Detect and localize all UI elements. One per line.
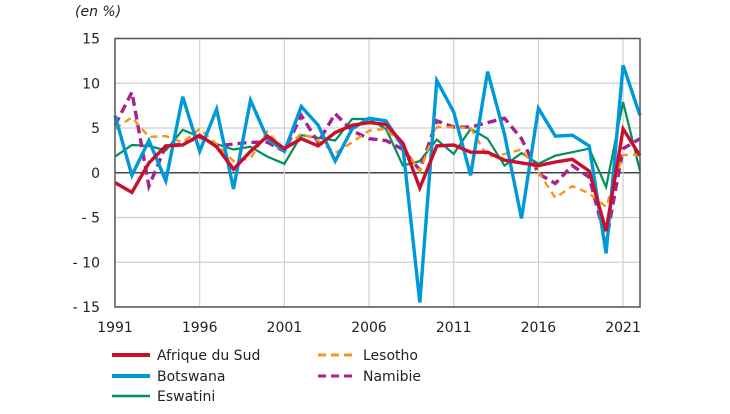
legend-label: Afrique du Sud xyxy=(157,348,260,364)
legend: Afrique du Sud Lesotho Botswana Namibie Eswa… xyxy=(112,348,421,405)
x-tick-label: 2011 xyxy=(436,320,472,336)
legend-item: Eswatini xyxy=(112,389,215,405)
legend-item: Namibie xyxy=(318,369,421,385)
x-tick-label: 2016 xyxy=(521,320,557,336)
x-tick-label: 1996 xyxy=(182,320,218,336)
legend-item: Afrique du Sud xyxy=(112,348,260,364)
y-tick-label: - 15 xyxy=(73,300,100,316)
legend-label: Botswana xyxy=(157,369,225,385)
y-tick-label: - 5 xyxy=(82,211,100,227)
series-line-afrique-du-sud xyxy=(114,120,642,232)
legend-item: Lesotho xyxy=(318,348,418,364)
y-tick-labels: 15 10 5 0 - 5 - 10 - 15 xyxy=(73,32,100,317)
x-tick-label: 2001 xyxy=(267,320,303,336)
legend-item: Botswana xyxy=(112,369,225,385)
y-tick-label: 5 xyxy=(91,121,100,137)
legend-label: Namibie xyxy=(363,369,421,385)
series-line-lesotho xyxy=(114,115,640,209)
series-lines xyxy=(113,64,642,303)
x-tick-label: 1991 xyxy=(97,320,133,336)
grid xyxy=(115,37,640,308)
series-line-namibie xyxy=(113,86,641,243)
x-tick-labels: 1991 1996 2001 2006 2011 2016 2021 xyxy=(97,320,641,336)
series-line-botswana xyxy=(113,64,642,303)
y-tick-label: 0 xyxy=(91,166,100,182)
x-tick-label: 2021 xyxy=(605,320,641,336)
y-tick-label: 15 xyxy=(82,32,100,48)
y-tick-label: 10 xyxy=(82,76,100,92)
plot-frame xyxy=(114,37,641,308)
legend-label: Eswatini xyxy=(157,389,215,405)
legend-label: Lesotho xyxy=(363,348,418,364)
y-axis-label: (en %) xyxy=(75,4,121,20)
series-line-eswatini xyxy=(114,101,642,191)
x-tick-label: 2006 xyxy=(351,320,387,336)
y-tick-label: - 10 xyxy=(73,255,100,271)
